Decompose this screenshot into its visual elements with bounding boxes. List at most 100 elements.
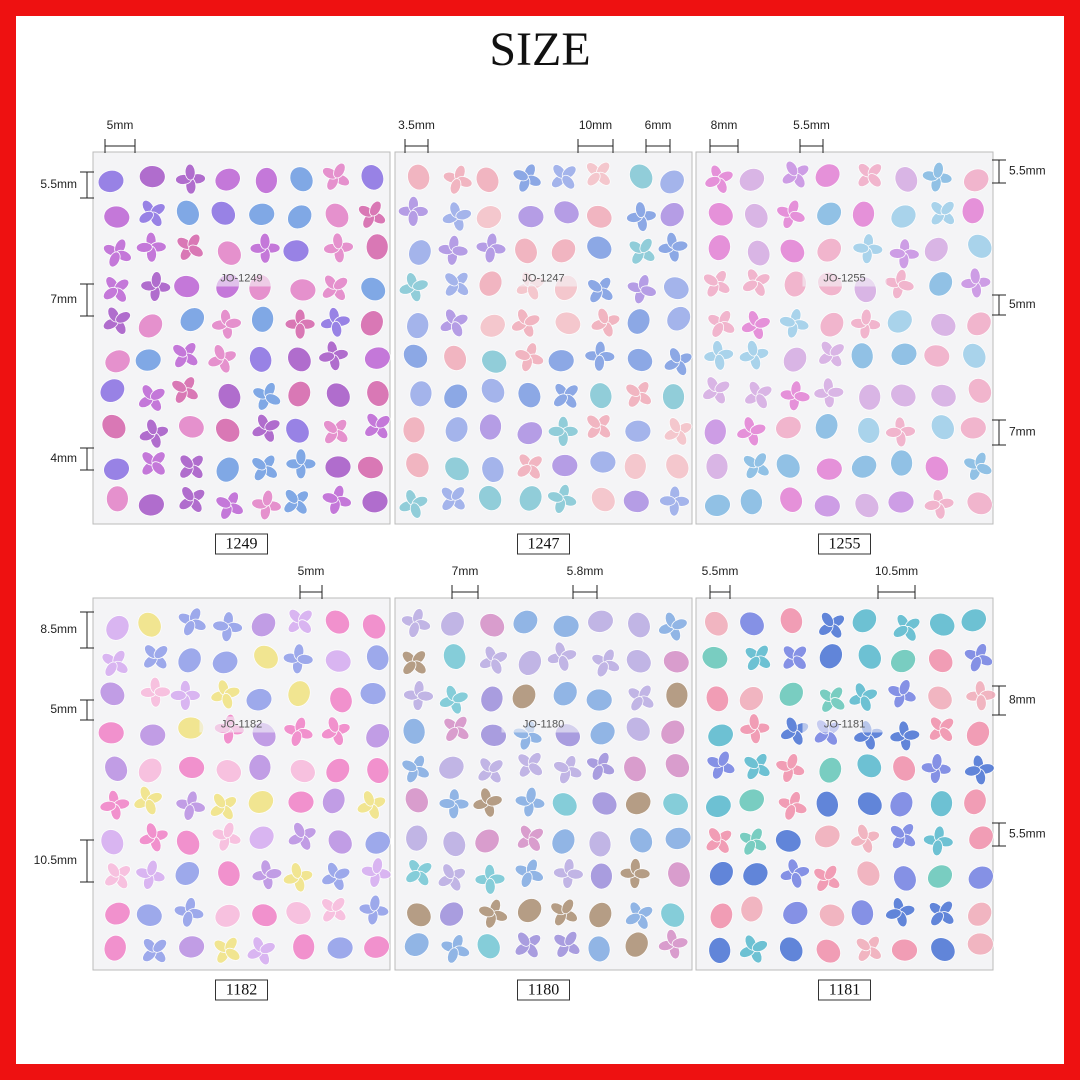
petal-lobe — [251, 903, 278, 927]
petal — [211, 650, 239, 675]
petal-lobe — [597, 307, 610, 325]
petal-lobe — [512, 169, 529, 182]
petal-lobe — [99, 681, 126, 706]
petal — [857, 791, 883, 816]
petal-lobe — [975, 694, 987, 712]
petal-lobe — [251, 305, 275, 333]
petal — [626, 348, 654, 372]
petal-lobe — [331, 320, 343, 338]
petal — [775, 829, 802, 853]
petal — [547, 483, 578, 514]
petal-lobe — [931, 839, 943, 857]
petal — [102, 276, 130, 303]
petal-lobe — [173, 275, 201, 298]
petal-lobe — [886, 309, 913, 334]
petal-lobe — [221, 692, 234, 710]
petal-lobe — [940, 200, 955, 216]
petal-lobe — [248, 754, 272, 781]
petal — [478, 270, 503, 297]
petal — [406, 902, 432, 928]
petal — [586, 751, 615, 781]
petal — [961, 197, 985, 225]
petal — [329, 686, 353, 714]
petal-lobe — [407, 209, 419, 227]
petal — [963, 643, 994, 673]
petal — [775, 415, 802, 440]
petal-lobe — [815, 938, 842, 964]
petal — [739, 934, 768, 964]
petal — [103, 457, 130, 481]
petal — [363, 935, 390, 959]
petal-lobe — [660, 719, 686, 745]
petal — [665, 681, 689, 709]
petal — [443, 383, 469, 409]
petal-lobe — [586, 414, 601, 429]
petal — [442, 830, 467, 857]
dimension: 5.5mm — [1009, 827, 1046, 841]
petal — [514, 931, 542, 959]
petal — [738, 788, 765, 813]
petal-lobe — [962, 342, 987, 369]
petal — [659, 485, 690, 517]
petal-lobe — [265, 393, 281, 406]
petal-lobe — [553, 393, 568, 408]
petal-lobe — [894, 166, 919, 193]
petal — [967, 233, 993, 259]
petal-lobe — [401, 759, 418, 772]
petal — [775, 753, 806, 783]
petal — [364, 412, 391, 440]
petal-lobe — [444, 416, 469, 443]
petal — [778, 681, 804, 707]
petal-lobe — [517, 382, 542, 409]
petal — [886, 309, 913, 334]
petal — [664, 753, 690, 779]
petal — [207, 344, 237, 374]
petal-lobe — [254, 167, 278, 194]
petal — [890, 204, 917, 229]
petal-lobe — [969, 656, 982, 673]
petal-lobe — [547, 425, 565, 437]
petal-lobe — [217, 240, 242, 266]
petal-lobe — [892, 625, 909, 638]
petal — [775, 453, 801, 479]
petal — [923, 489, 955, 520]
petal-lobe — [318, 351, 335, 363]
petal-lobe — [755, 393, 768, 410]
petal-lobe — [217, 860, 241, 887]
petal — [813, 864, 841, 892]
code-box — [517, 533, 570, 555]
petal — [885, 897, 916, 928]
petal — [887, 490, 915, 514]
petal-lobe — [662, 383, 685, 411]
petal-lobe — [708, 937, 732, 964]
petal — [176, 829, 201, 856]
petal-lobe — [739, 488, 763, 516]
petal-lobe — [923, 499, 941, 511]
petal — [514, 858, 544, 888]
petal-lobe — [890, 204, 917, 229]
sheet-label: JO-1249 — [220, 272, 262, 284]
petal — [589, 450, 617, 474]
petal — [248, 202, 276, 226]
petal — [848, 682, 878, 712]
petal-lobe — [225, 947, 241, 961]
petal — [444, 456, 470, 482]
petal-lobe — [624, 419, 652, 443]
petal-lobe — [178, 935, 205, 959]
petal — [442, 164, 473, 195]
sheet-label: JO-1255 — [823, 272, 865, 284]
petal-lobe — [891, 938, 918, 962]
petal — [554, 311, 582, 335]
petal-lobe — [251, 457, 267, 471]
petal-lobe — [898, 679, 911, 696]
petal — [217, 860, 241, 887]
petal-lobe — [517, 205, 545, 229]
petal-lobe — [897, 280, 915, 292]
petal-lobe — [714, 353, 726, 371]
petal — [892, 755, 916, 782]
petal — [887, 679, 917, 709]
petal — [287, 790, 315, 814]
petal — [892, 614, 921, 642]
petal-lobe — [587, 279, 603, 293]
petal-lobe — [746, 339, 759, 357]
